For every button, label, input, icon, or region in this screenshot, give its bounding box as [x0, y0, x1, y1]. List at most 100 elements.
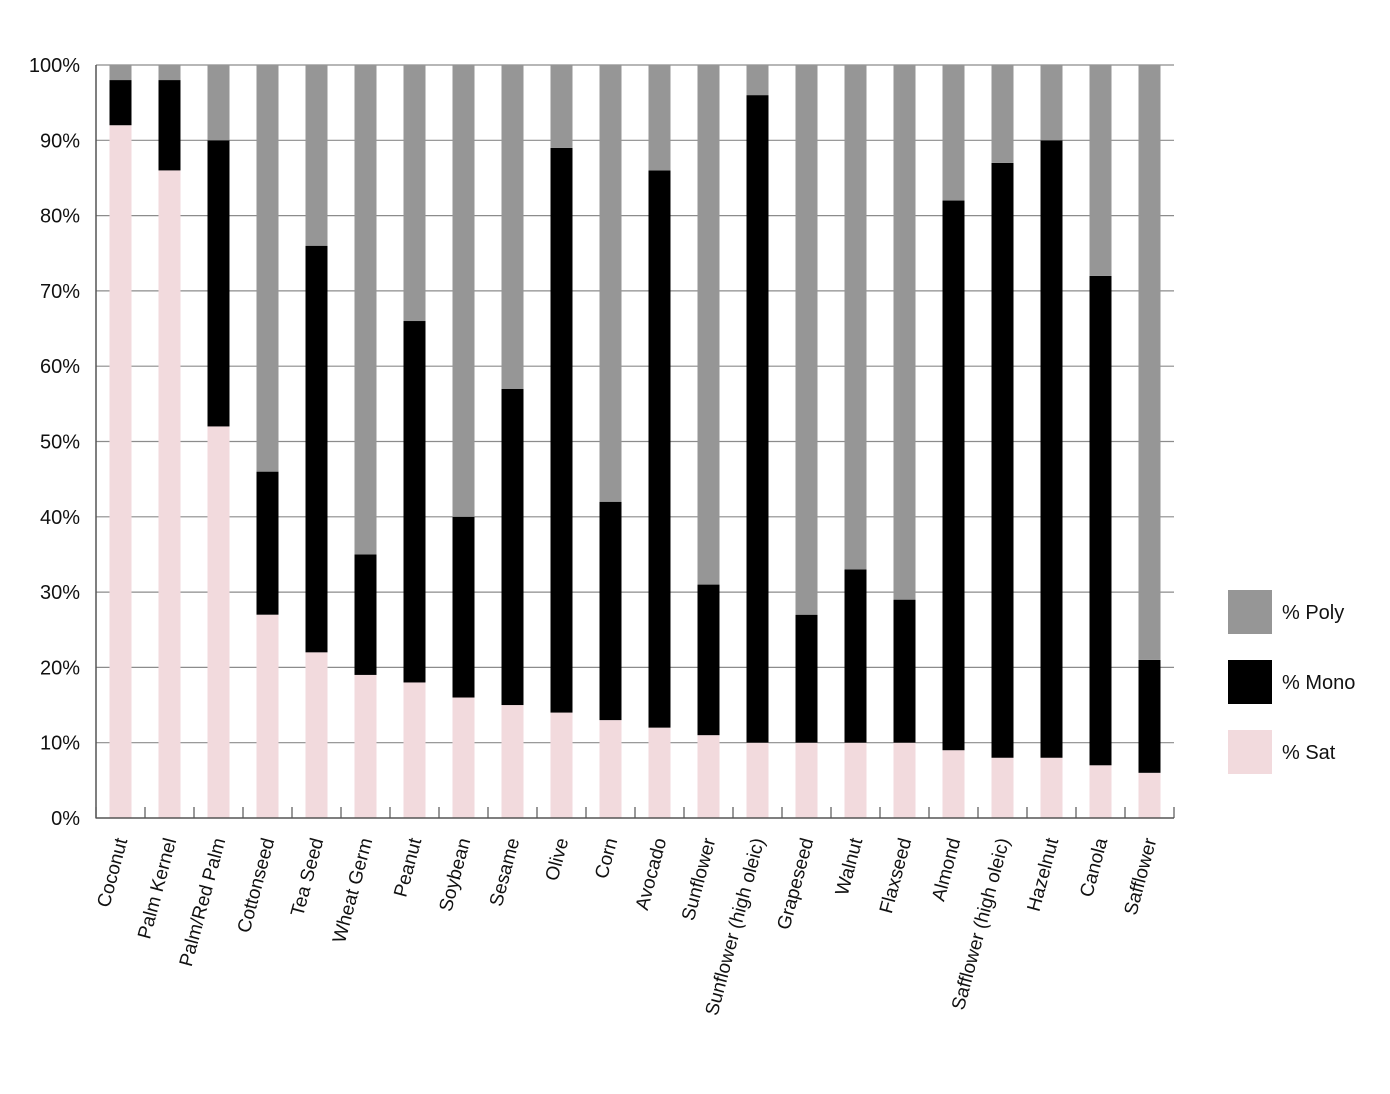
- bar-segment: [795, 742, 818, 818]
- x-tick-label: Tea Seed: [287, 836, 328, 919]
- bar-segment: [501, 65, 524, 389]
- bar-segment: [893, 599, 916, 743]
- bar-segment: [795, 614, 818, 743]
- bar-segment: [403, 682, 426, 818]
- bar-segment: [599, 720, 622, 818]
- bar-segment: [648, 65, 671, 171]
- bar-segment: [844, 65, 867, 570]
- bar-segment: [354, 674, 377, 818]
- y-tick-label: 100%: [29, 55, 80, 77]
- bar-segment: [550, 65, 573, 148]
- bar-segment: [648, 170, 671, 728]
- legend-swatch: [1228, 590, 1272, 634]
- x-tick-label: Coconut: [94, 835, 133, 909]
- y-tick-label: 60%: [40, 356, 80, 378]
- bar-segment: [354, 554, 377, 675]
- bar-segment: [1089, 65, 1112, 276]
- bar-segment: [207, 65, 230, 141]
- x-tick-label: Palm Kernel: [134, 836, 181, 941]
- bar-segment: [501, 705, 524, 818]
- bar-segment: [305, 65, 328, 246]
- bar-segment: [207, 140, 230, 427]
- legend-label: % Poly: [1282, 602, 1344, 624]
- axes: [95, 65, 1175, 819]
- y-tick-label: 40%: [40, 507, 80, 529]
- y-tick-label: 90%: [40, 130, 80, 152]
- x-tick-label: Flaxseed: [876, 836, 916, 916]
- bar-segment: [893, 65, 916, 600]
- legend-swatch: [1228, 660, 1272, 704]
- bar-segment: [942, 65, 965, 201]
- bar-segment: [452, 697, 475, 818]
- bar-segment: [256, 614, 279, 818]
- legend-swatch: [1228, 730, 1272, 774]
- bar-segment: [256, 471, 279, 615]
- bar-segment: [942, 750, 965, 818]
- bar-segment: [452, 516, 475, 698]
- bar-segment: [1040, 140, 1063, 758]
- bar-segment: [550, 147, 573, 713]
- x-tick-label: Sunflower: [678, 835, 720, 923]
- x-tick-label: Grapeseed: [774, 836, 819, 932]
- bar-segment: [746, 95, 769, 743]
- bars: [109, 65, 1161, 819]
- legend: % Poly % Mono % Sat: [1228, 590, 1355, 774]
- bar-segment: [991, 65, 1014, 163]
- x-tick-label: Sesame: [486, 836, 524, 909]
- bar-segment: [648, 727, 671, 818]
- bar-segment: [844, 742, 867, 818]
- bar-segment: [256, 65, 279, 472]
- y-tick-label: 20%: [40, 657, 80, 679]
- bar-segment: [403, 65, 426, 322]
- bar-segment: [795, 65, 818, 615]
- bar-segment: [452, 65, 475, 517]
- bar-segment: [109, 80, 132, 126]
- y-tick-label: 80%: [40, 206, 80, 228]
- bar-segment: [550, 712, 573, 818]
- bar-segment: [1040, 757, 1063, 818]
- bar-segment: [354, 65, 377, 555]
- x-tick-label: Canola: [1076, 835, 1112, 899]
- bar-segment: [991, 757, 1014, 818]
- bar-segment: [109, 125, 132, 819]
- bar-segment: [1089, 275, 1112, 766]
- bar-segment: [158, 65, 181, 81]
- bar-segment: [1138, 772, 1161, 818]
- x-tick-label: Almond: [928, 836, 965, 904]
- bar-segment: [991, 162, 1014, 758]
- x-tick-label: Olive: [542, 836, 573, 883]
- bar-segment: [942, 200, 965, 751]
- bar-segment: [599, 65, 622, 502]
- y-tick-label: 70%: [40, 281, 80, 303]
- bar-segment: [1040, 65, 1063, 141]
- bar-segment: [403, 321, 426, 683]
- bar-segment: [746, 742, 769, 818]
- x-tick-label: Soybean: [436, 836, 476, 914]
- x-tick-label: Walnut: [832, 835, 868, 898]
- x-tick-label: Cottonseed: [234, 836, 279, 935]
- x-tick-label: Corn: [591, 836, 622, 881]
- legend-label: % Mono: [1282, 672, 1355, 694]
- y-tick-label: 10%: [40, 733, 80, 755]
- bar-segment: [1138, 659, 1161, 773]
- bar-segment: [158, 170, 181, 819]
- bar-segment: [1138, 65, 1161, 660]
- legend-label: % Sat: [1282, 742, 1336, 764]
- x-tick-label: Peanut: [390, 835, 426, 899]
- bar-segment: [501, 388, 524, 706]
- bar-segment: [697, 65, 720, 585]
- x-tick-label: Palm/Red Palm: [176, 836, 230, 969]
- y-tick-label: 50%: [40, 432, 80, 454]
- bar-segment: [1089, 765, 1112, 818]
- y-tick-label: 30%: [40, 582, 80, 604]
- x-tick-label: Hazelnut: [1024, 835, 1064, 914]
- bar-segment: [305, 652, 328, 818]
- y-tick-label: 0%: [51, 808, 80, 830]
- bar-segment: [893, 742, 916, 818]
- bar-segment: [599, 501, 622, 721]
- bar-segment: [697, 735, 720, 818]
- bar-segment: [109, 65, 132, 81]
- x-tick-label: Avocado: [632, 836, 671, 913]
